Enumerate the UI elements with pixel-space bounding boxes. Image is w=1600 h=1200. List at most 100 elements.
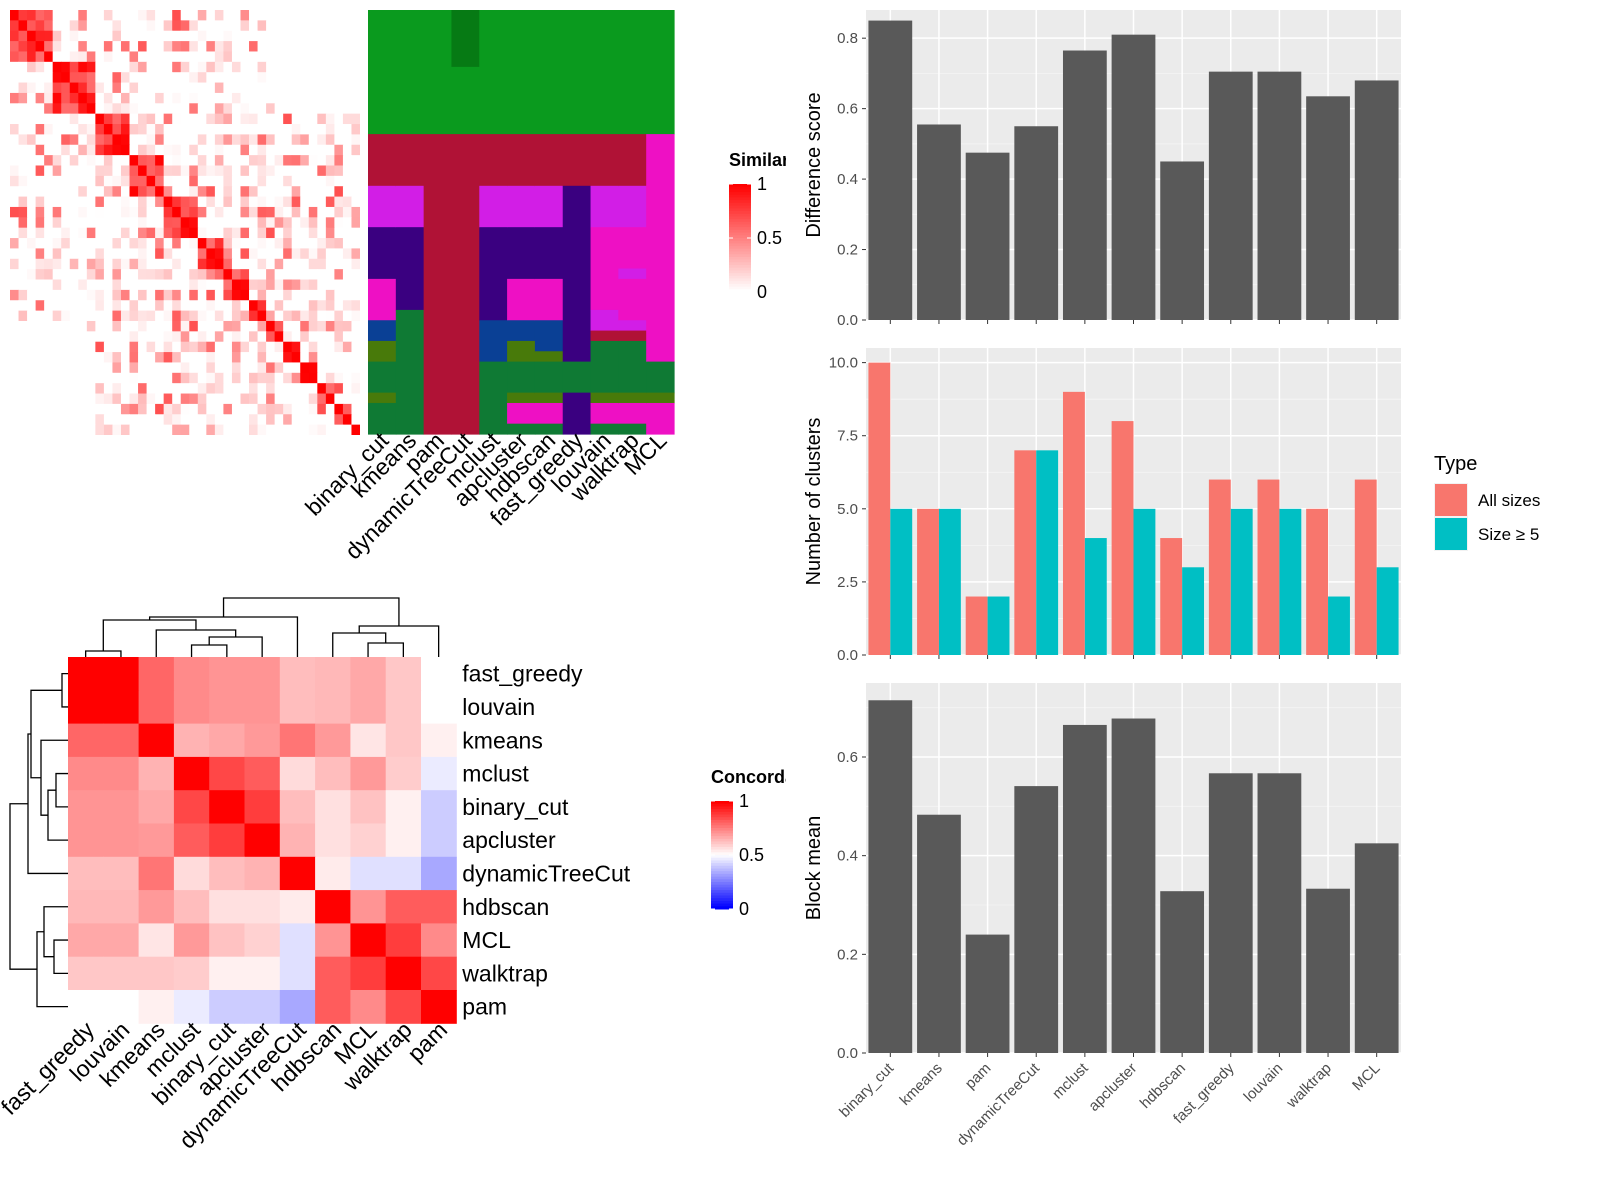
number-of-clusters-chart-bar xyxy=(1062,391,1085,655)
similarity-cell xyxy=(138,10,148,21)
similarity-cell xyxy=(300,175,310,187)
similarity-cell xyxy=(249,300,259,312)
similarity-cell xyxy=(172,403,182,415)
number-of-clusters-chart-bar xyxy=(1182,567,1205,655)
similarity-cell xyxy=(112,248,122,260)
similarity-cell xyxy=(342,258,352,270)
similarity-cell xyxy=(214,30,224,42)
similarity-cell xyxy=(317,134,327,146)
similarity-cell xyxy=(317,82,327,94)
similarity-cell xyxy=(35,424,45,435)
similarity-cell xyxy=(223,51,233,63)
similarity-cell xyxy=(189,206,199,218)
similarity-cell xyxy=(180,352,190,363)
assignment-cell xyxy=(368,134,397,187)
similarity-cell xyxy=(27,383,37,395)
concordance-cell xyxy=(244,657,281,691)
similarity-cell xyxy=(300,238,310,249)
number-of-clusters-chart-bar xyxy=(1328,596,1350,655)
similarity-cell xyxy=(27,72,37,84)
concordance-cell xyxy=(315,890,351,924)
similarity-cell xyxy=(325,51,335,63)
block-mean-chart-x-tick-label: dynamicTreeCut xyxy=(954,1059,1044,1149)
similarity-cell xyxy=(231,134,241,146)
similarity-cell xyxy=(10,341,20,353)
block-mean-chart-bar xyxy=(1208,773,1253,1053)
similarity-cell xyxy=(334,331,344,343)
similarity-cell xyxy=(18,372,28,384)
similarity-cell xyxy=(86,320,96,332)
concordance-cell xyxy=(350,756,387,791)
similarity-cell xyxy=(61,362,71,374)
similarity-cell xyxy=(231,331,241,343)
similarity-cell xyxy=(172,155,182,166)
similarity-cell xyxy=(274,352,284,363)
similarity-cell xyxy=(325,310,335,322)
similarity-cell xyxy=(138,227,148,239)
similarity-cell xyxy=(223,144,233,156)
similarity-cell xyxy=(317,341,327,353)
similarity-cell xyxy=(138,424,148,435)
concordance-cell xyxy=(279,790,316,824)
similarity-cell xyxy=(214,424,224,435)
concordance-cell xyxy=(173,823,210,858)
similarity-cell xyxy=(10,30,20,42)
similarity-cell xyxy=(240,103,250,115)
similarity-cell xyxy=(334,10,344,21)
concordance-cell xyxy=(138,756,175,791)
similarity-cell xyxy=(163,331,173,343)
similarity-cell xyxy=(223,352,233,363)
similarity-cell xyxy=(44,362,54,374)
similarity-cell xyxy=(266,331,276,343)
similarity-cell xyxy=(172,238,182,249)
similarity-cell xyxy=(300,165,310,177)
similarity-legend-gradient-step xyxy=(729,202,751,207)
similarity-cell xyxy=(197,72,207,84)
concordance-row-label: pam xyxy=(462,994,507,1020)
similarity-cell xyxy=(78,248,88,260)
similarity-cell xyxy=(78,362,88,374)
concordance-heatmap: fast_greedylouvainkmeansmclustbinary_cut… xyxy=(0,657,631,1154)
concordance-cell xyxy=(68,990,104,1024)
similarity-cell xyxy=(10,248,20,260)
similarity-cell xyxy=(103,310,113,322)
similarity-cell xyxy=(138,124,148,135)
similarity-cell xyxy=(103,134,113,146)
similarity-cell xyxy=(214,238,224,249)
similarity-cell xyxy=(249,227,259,239)
similarity-cell xyxy=(189,258,199,270)
similarity-cell xyxy=(180,41,190,52)
similarity-cell xyxy=(129,134,139,146)
similarity-cell xyxy=(300,403,310,415)
similarity-cell xyxy=(120,124,131,135)
similarity-cell xyxy=(61,248,71,260)
similarity-cell xyxy=(18,362,28,374)
similarity-cell xyxy=(223,248,233,260)
similarity-cell xyxy=(95,134,105,146)
similarity-cell xyxy=(10,414,20,426)
similarity-cell xyxy=(61,269,71,281)
similarity-cell xyxy=(283,383,293,395)
similarity-cell xyxy=(138,383,148,395)
similarity-cell xyxy=(155,352,165,363)
similarity-cell xyxy=(249,144,259,156)
similarity-cell xyxy=(231,165,241,177)
similarity-cell xyxy=(283,61,293,73)
similarity-cell xyxy=(189,155,199,166)
similarity-cell xyxy=(35,113,45,125)
similarity-cell xyxy=(138,144,148,156)
assignment-cell xyxy=(534,10,564,135)
similarity-cell xyxy=(317,30,327,42)
similarity-cell xyxy=(317,10,327,21)
similarity-cell xyxy=(223,61,233,73)
similarity-cell xyxy=(103,393,113,405)
difference-score-chart-y-tick-label: 0.8 xyxy=(837,30,858,47)
similarity-cell xyxy=(231,393,241,405)
similarity-cell xyxy=(206,258,216,270)
similarity-cell xyxy=(291,289,301,301)
similarity-cell xyxy=(283,82,293,94)
similarity-cell xyxy=(351,217,360,229)
similarity-cell xyxy=(35,155,45,166)
similarity-cell xyxy=(317,279,327,291)
